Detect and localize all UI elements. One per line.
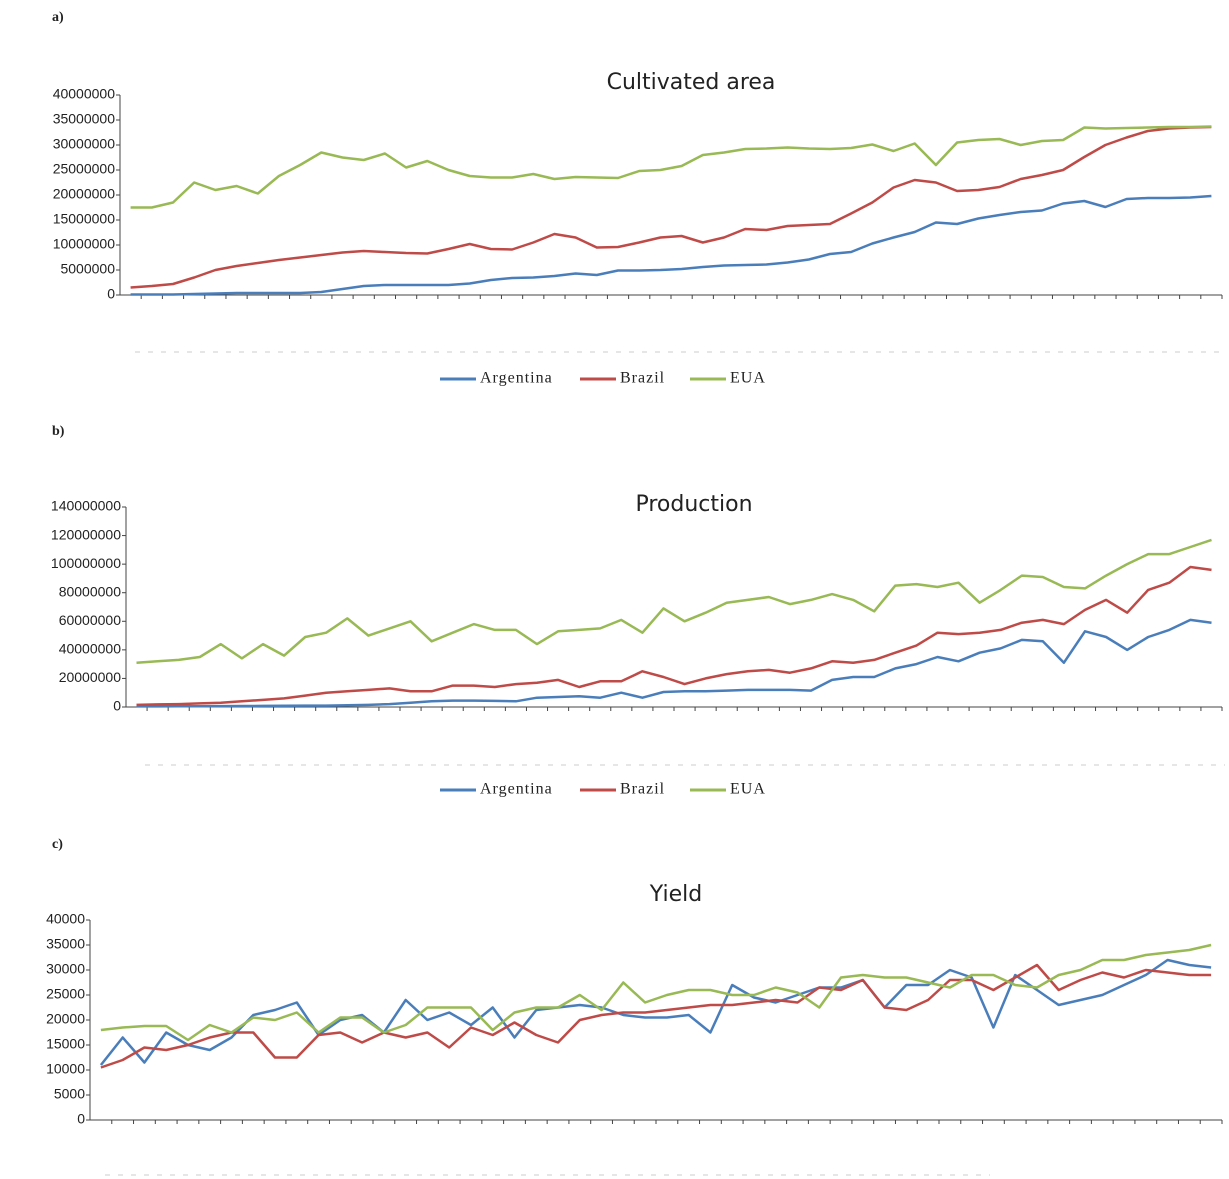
y-tick-label: 0 [107, 286, 115, 302]
series-line [130, 194, 1212, 296]
chart-title: Yield [649, 882, 702, 907]
y-tick-label: 35000 [46, 936, 85, 952]
y-tick-label: 25000 [46, 986, 85, 1002]
panel-label: b) [52, 424, 65, 439]
y-tick-label: 5000000 [60, 261, 115, 277]
series-line [136, 565, 1212, 707]
y-tick-label: 0 [77, 1111, 85, 1127]
y-tick-label: 10000 [46, 1061, 85, 1077]
chart-title: Production [635, 492, 752, 517]
y-tick-label: 35000000 [53, 111, 116, 127]
y-tick-label: 5000 [54, 1086, 85, 1102]
series-line [100, 963, 1212, 1069]
series-line [130, 125, 1212, 209]
y-tick-label: 20000000 [59, 669, 122, 685]
y-tick-label: 25000000 [53, 161, 116, 177]
panel-label: a) [52, 10, 64, 25]
y-tick-label: 80000000 [59, 583, 122, 599]
series-line [99, 958, 1212, 1066]
y-tick-label: 20000000 [53, 186, 116, 202]
chart-title: Cultivated area [607, 70, 776, 95]
legend-label: Brazil [620, 781, 665, 798]
y-tick-label: 120000000 [51, 526, 121, 542]
y-tick-label: 15000000 [53, 211, 116, 227]
y-tick-label: 10000000 [53, 236, 116, 252]
y-tick-label: 40000000 [53, 86, 116, 102]
legend-label: Argentina [480, 781, 553, 798]
y-tick-label: 15000 [46, 1036, 85, 1052]
legend-label: Argentina [480, 370, 553, 387]
y-tick-label: 40000 [46, 911, 85, 927]
series-line [100, 943, 1212, 1042]
y-tick-label: 40000000 [59, 641, 122, 657]
series-line [136, 618, 1212, 708]
y-tick-label: 30000 [46, 961, 85, 977]
legend-label: Brazil [620, 370, 665, 387]
legend-label: EUA [730, 370, 766, 387]
y-tick-label: 30000000 [53, 136, 116, 152]
series-line [130, 125, 1212, 289]
legend-label: EUA [730, 781, 766, 798]
y-tick-label: 60000000 [59, 612, 122, 628]
y-tick-label: 100000000 [51, 555, 121, 571]
panel-label: c) [52, 837, 63, 852]
y-tick-label: 0 [113, 698, 121, 714]
y-tick-label: 20000 [46, 1011, 85, 1027]
series-line [136, 538, 1212, 664]
y-tick-label: 140000000 [51, 498, 121, 514]
